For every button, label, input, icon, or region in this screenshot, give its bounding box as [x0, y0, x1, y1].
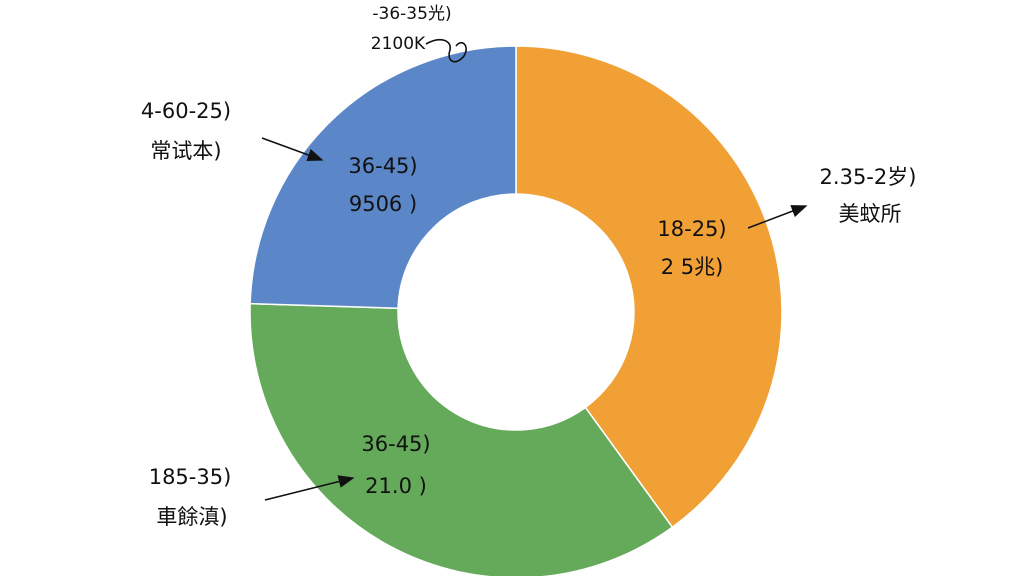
slice-label: 18-25): [657, 217, 726, 241]
slice-label: 36-45): [361, 432, 430, 456]
slice: [515, 45, 783, 529]
annotation: 4-60-25): [141, 99, 231, 123]
annotation: 2.35-2岁): [820, 165, 917, 189]
annotation: -36-35光): [372, 4, 451, 24]
annotation: 2100K: [371, 34, 426, 54]
squiggle: [425, 38, 467, 63]
annotation: 車餘滇): [156, 505, 227, 529]
slices: [249, 45, 783, 576]
slice-sublabel: 21.0 ): [365, 474, 427, 498]
annotation: 常试本): [150, 139, 221, 163]
slice-sublabel: 2 5兆): [661, 255, 724, 279]
slice: [249, 302, 674, 576]
arrow: [261, 137, 324, 162]
arrow: [264, 475, 355, 501]
annotation: 185-35): [149, 465, 232, 489]
annotation: 美蚊所: [839, 202, 902, 226]
slice-label: 36-45): [348, 154, 417, 178]
slice-sublabel: 9506 ): [349, 192, 417, 216]
slice: [249, 45, 517, 310]
arrow: [747, 205, 808, 229]
